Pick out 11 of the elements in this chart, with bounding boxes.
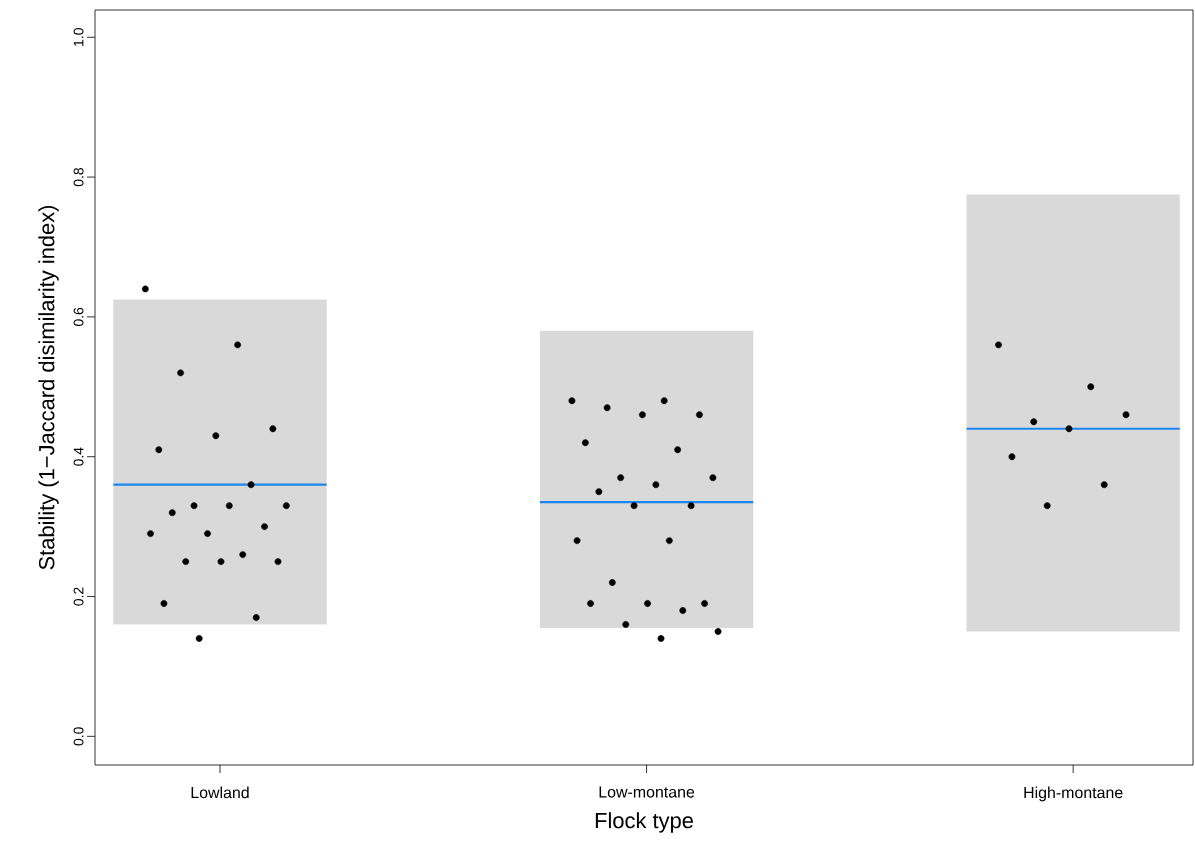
y-tick-label: 0.8 (73, 167, 84, 187)
y-tick-label: 1.0 (73, 28, 84, 46)
x-tick-label: Low-montane (599, 786, 695, 798)
y-tick-label: 0.0 (73, 727, 84, 746)
y-tick-label: 0.4 (73, 447, 84, 466)
y-axis-title: Stability (1−Jaccard disimilarity index) (38, 205, 59, 570)
x-tick-label: Lowland (191, 786, 249, 799)
y-tick-label: 0.6 (73, 307, 84, 327)
x-tick-label: High-montane (1024, 786, 1123, 802)
y-tick-label: 0.2 (73, 587, 84, 606)
x-axis-title: Flock type (595, 812, 693, 833)
